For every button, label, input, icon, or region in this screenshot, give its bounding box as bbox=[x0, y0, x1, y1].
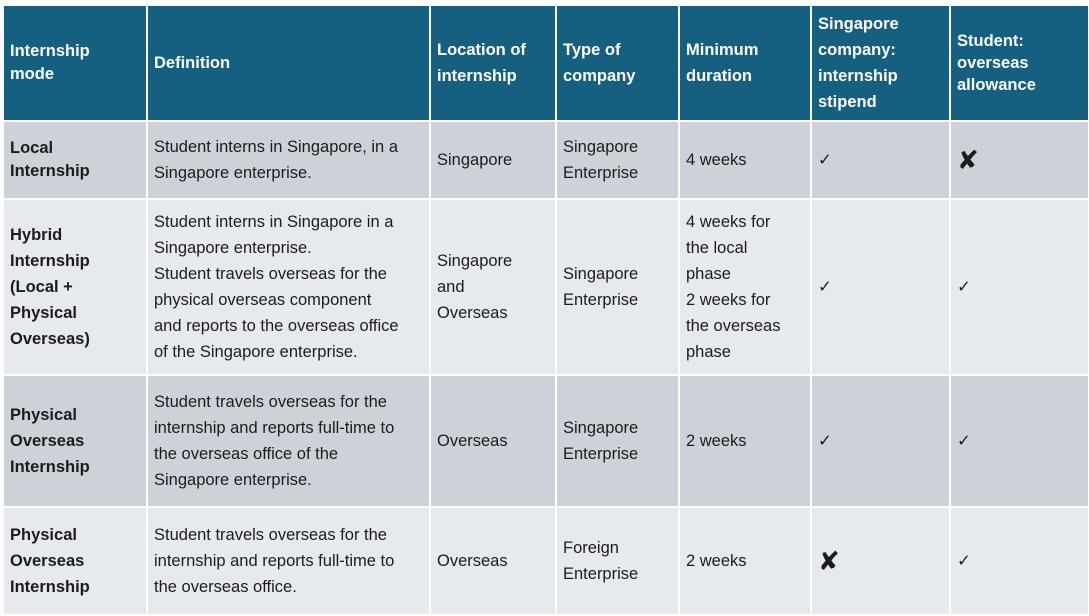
check-icon: ✓ bbox=[957, 432, 971, 450]
cell-internship-mode: Physical Overseas Internship bbox=[2, 374, 148, 508]
table-row: Physical Overseas Internship Student tra… bbox=[2, 374, 1089, 508]
cell-internship-mode: Hybrid Internship (Local + Physical Over… bbox=[2, 198, 148, 376]
cell-allowance: ✓ bbox=[949, 374, 1089, 508]
cell-definition: Student travels overseas for the interns… bbox=[146, 506, 431, 616]
cell-minimum-duration: 2 weeks bbox=[678, 374, 812, 508]
cross-icon: ✘ bbox=[957, 145, 979, 175]
cell-company-type: Singapore Enterprise bbox=[555, 374, 680, 508]
check-icon: ✓ bbox=[818, 278, 832, 296]
cell-definition: Student interns in Singapore, in a Singa… bbox=[146, 120, 431, 200]
cell-definition: Student travels overseas for the interns… bbox=[146, 374, 431, 508]
cross-icon: ✘ bbox=[818, 546, 840, 576]
table-row: Local Internship Student interns in Sing… bbox=[2, 120, 1089, 200]
header-location: Location of internship bbox=[429, 4, 557, 122]
header-internship-mode: Internship mode bbox=[2, 4, 148, 122]
cell-stipend: ✘ bbox=[810, 506, 951, 616]
header-minimum-duration: Minimum duration bbox=[678, 4, 812, 122]
cell-allowance: ✓ bbox=[949, 506, 1089, 616]
cell-location: Overseas bbox=[429, 374, 557, 508]
internship-modes-table: Internship mode Definition Location of i… bbox=[2, 4, 1089, 616]
cell-minimum-duration: 2 weeks bbox=[678, 506, 812, 616]
cell-minimum-duration: 4 weeks for the local phase 2 weeks for … bbox=[678, 198, 812, 376]
cell-stipend: ✓ bbox=[810, 374, 951, 508]
header-definition: Definition bbox=[146, 4, 431, 122]
cell-company-type: Singapore Enterprise bbox=[555, 198, 680, 376]
cell-company-type: Singapore Enterprise bbox=[555, 120, 680, 200]
cell-stipend: ✓ bbox=[810, 198, 951, 376]
check-icon: ✓ bbox=[957, 552, 971, 570]
header-internship-stipend: Singapore company: internship stipend bbox=[810, 4, 951, 122]
header-row: Internship mode Definition Location of i… bbox=[2, 4, 1089, 122]
cell-internship-mode: Local Internship bbox=[2, 120, 148, 200]
table-row: Physical Overseas Internship Student tra… bbox=[2, 506, 1089, 616]
cell-minimum-duration: 4 weeks bbox=[678, 120, 812, 200]
cell-location: Singapore and Overseas bbox=[429, 198, 557, 376]
cell-allowance: ✓ bbox=[949, 198, 1089, 376]
cell-allowance: ✘ bbox=[949, 120, 1089, 200]
cell-stipend: ✓ bbox=[810, 120, 951, 200]
check-icon: ✓ bbox=[957, 278, 971, 296]
header-overseas-allowance: Student: overseas allowance bbox=[949, 4, 1089, 122]
check-icon: ✓ bbox=[818, 151, 832, 169]
cell-internship-mode: Physical Overseas Internship bbox=[2, 506, 148, 616]
header-company-type: Type of company bbox=[555, 4, 680, 122]
cell-location: Singapore bbox=[429, 120, 557, 200]
check-icon: ✓ bbox=[818, 432, 832, 450]
cell-location: Overseas bbox=[429, 506, 557, 616]
cell-company-type: Foreign Enterprise bbox=[555, 506, 680, 616]
table-row: Hybrid Internship (Local + Physical Over… bbox=[2, 198, 1089, 376]
cell-definition: Student interns in Singapore in a Singap… bbox=[146, 198, 431, 376]
